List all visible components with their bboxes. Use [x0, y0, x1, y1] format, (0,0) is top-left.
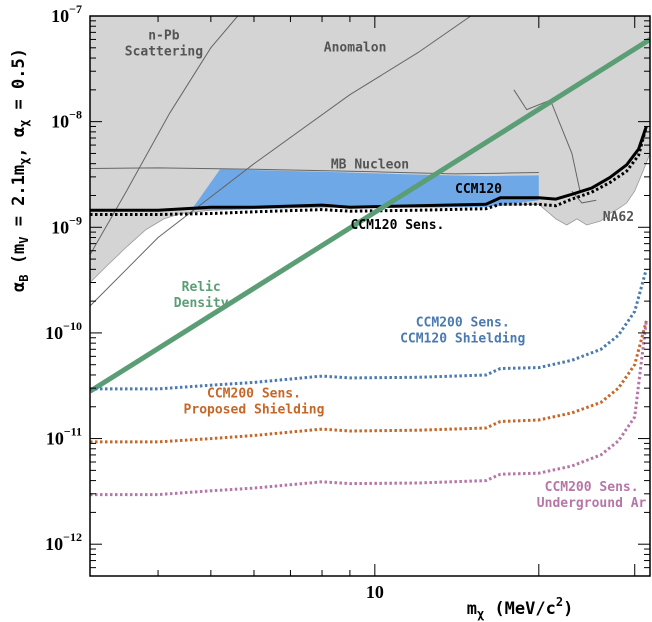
- y-tick-label: 10−12: [45, 530, 82, 554]
- ccm120-sens-line: [90, 126, 648, 216]
- y-tick-label: 10−8: [51, 108, 82, 132]
- na62-label: NA62: [603, 210, 634, 225]
- ccm200-sens-proposed-shielding-line: [90, 320, 648, 444]
- mb-nucleon-label: MB Nucleon: [331, 158, 409, 173]
- limit-boundary-4: [571, 190, 597, 204]
- y-axis-label: αB (mV = 2.1mχ, αχ = 0.5): [9, 48, 31, 292]
- excluded-region: [90, 16, 650, 284]
- y-tick-label: 10−7: [51, 2, 82, 26]
- n-pb-scattering-boundary: [90, 16, 239, 255]
- relic-density-line: [90, 37, 650, 394]
- x-tick-label: 10: [366, 582, 384, 602]
- mb-nucleon-boundary: [90, 167, 539, 175]
- anomalon-boundary: [90, 16, 472, 307]
- plot-frame: [89, 15, 651, 577]
- y-tick-label: 10−11: [46, 425, 82, 449]
- ccm200-ar-label: CCM200 Sens. Underground Ar: [537, 480, 647, 511]
- ccm200-ccm120-label: CCM200 Sens. CCM120 Shielding: [400, 316, 525, 347]
- anomalon-label: Anomalon: [324, 41, 387, 56]
- chart-reference-lines: [90, 16, 597, 307]
- ccm120-label: CCM120: [455, 182, 502, 197]
- y-tick-label: 10−10: [45, 319, 82, 343]
- ccm120-sens-label: CCM120 Sens.: [350, 218, 444, 233]
- chart-series: [90, 37, 650, 497]
- relic-label: Relic Density: [174, 280, 229, 311]
- y-tick-label: 10−9: [51, 213, 82, 237]
- chart-annotations: n-Pb Scattering Anomalon MB Nucleon CCM120 CC…: [125, 28, 647, 510]
- ccm120-excluded-region: [191, 169, 539, 211]
- x-axis-label: mχ (MeV/c2): [467, 595, 574, 621]
- ccm200-sens-underground-ar-line: [90, 320, 648, 497]
- ccm200-sens-ccm120-shielding-line: [90, 268, 648, 391]
- ccm120-line: [90, 126, 648, 212]
- chart-regions: [90, 16, 650, 284]
- ccm200-proposed-label: CCM200 Sens. Proposed Shielding: [184, 386, 325, 417]
- n-pb-label: n-Pb Scattering: [125, 28, 203, 59]
- chart-ticks: 10−12 10−11 10−10 10−9 10−8 10−7 10: [45, 2, 650, 602]
